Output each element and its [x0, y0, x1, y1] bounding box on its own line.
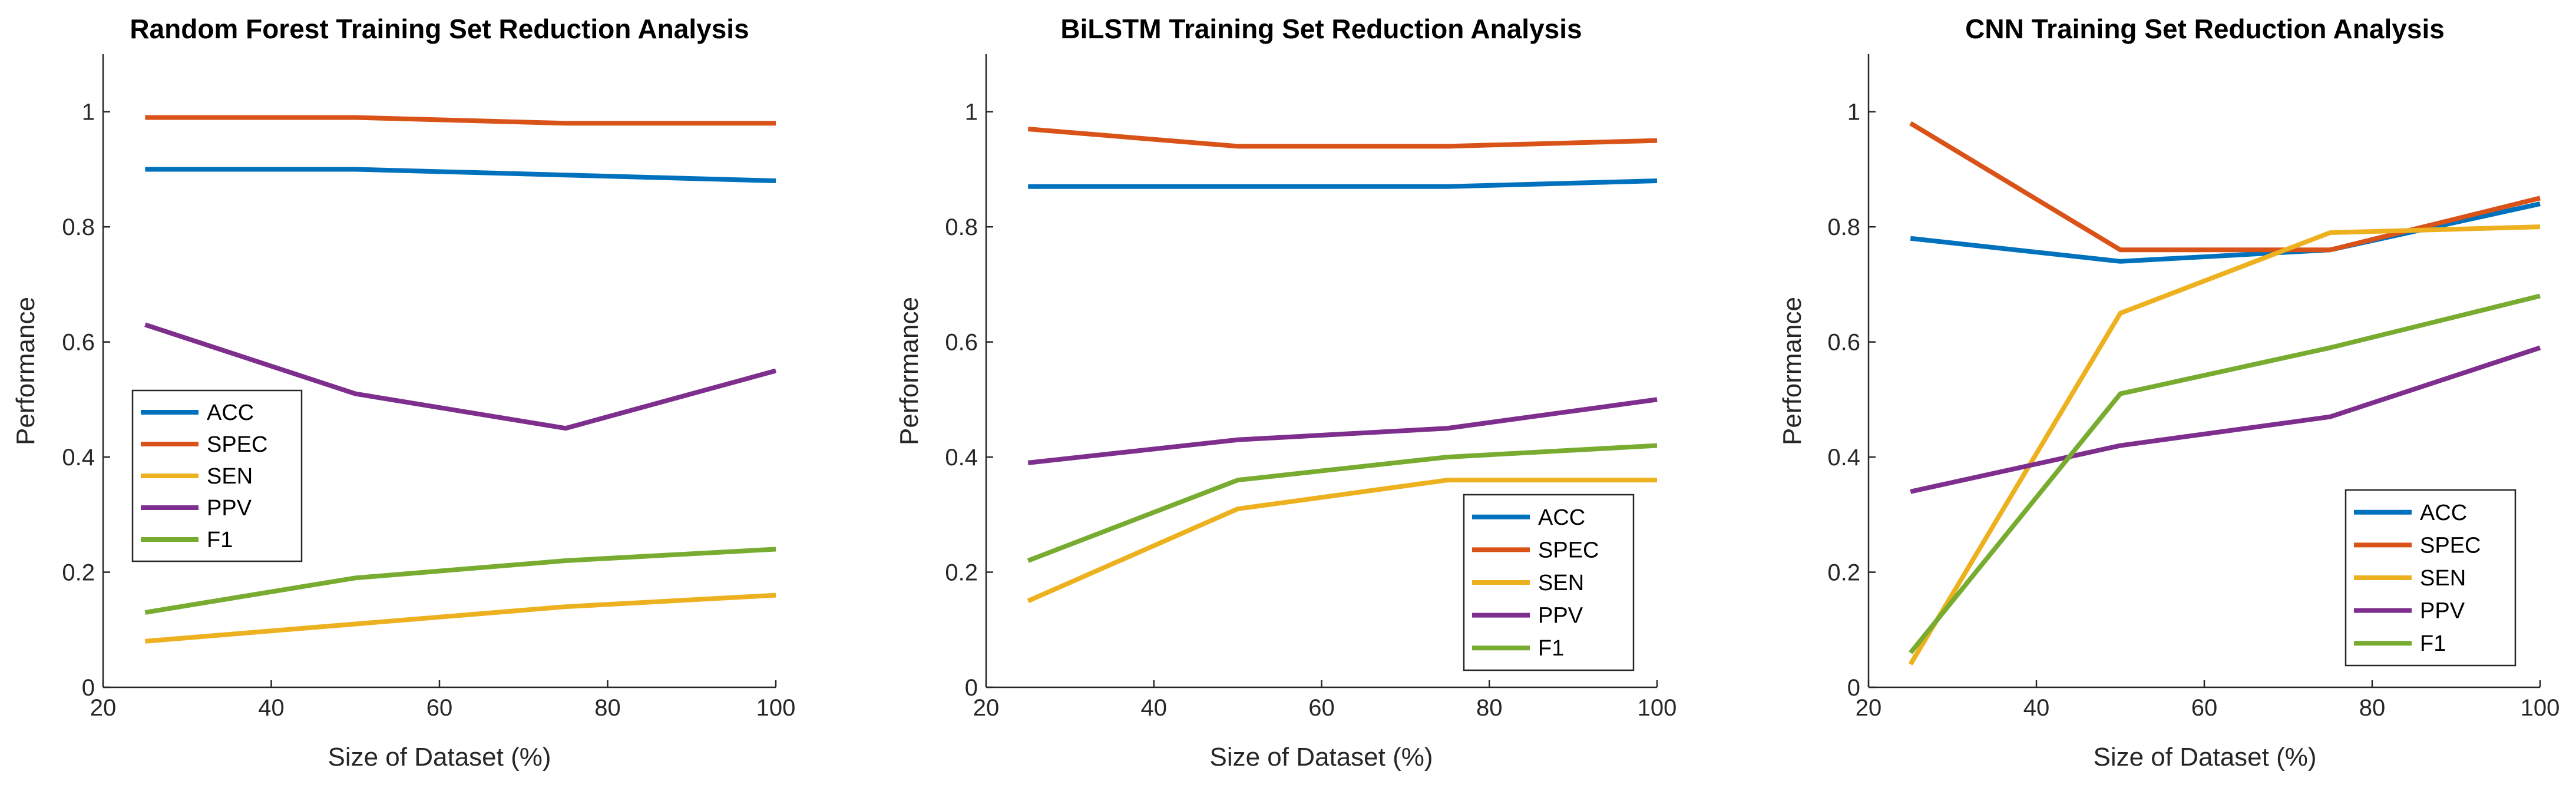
legend-label-ppv: PPV	[1538, 604, 1583, 628]
series-line-spec	[1027, 127, 1658, 149]
y-tick-label: 0.4	[1827, 445, 1860, 471]
legend-label-sen: SEN	[2420, 566, 2466, 591]
y-tick-label: 1	[82, 100, 95, 125]
y-tick-label: 1	[965, 100, 978, 125]
series-line-f1	[1027, 443, 1658, 563]
y-tick-label: 0.2	[1827, 560, 1860, 586]
legend: ACC SPEC SEN PPV F1	[1463, 494, 1635, 671]
legend-box	[131, 389, 303, 562]
y-tick-label: 0.6	[1827, 330, 1860, 356]
x-tick-label: 20	[1856, 695, 1882, 721]
series-line-sen	[1908, 224, 2541, 666]
y-tick-label: 0.2	[945, 560, 978, 586]
y-tick-label: 0.8	[1827, 214, 1860, 240]
chart-title: CNN Training Set Reduction Analysis	[1965, 14, 2445, 44]
series-line-ppv	[1027, 397, 1658, 465]
legend-label-spec: SPEC	[1538, 538, 1599, 562]
y-tick-label: 0.6	[62, 330, 95, 356]
chart-title: Random Forest Training Set Reduction Ana…	[130, 14, 749, 44]
panel-random-forest: Random Forest Training Set Reduction Ana…	[11, 14, 795, 772]
y-tick-label: 0.4	[945, 445, 978, 471]
legend-label-acc: ACC	[207, 400, 254, 425]
x-axis-label: Size of Dataset (%)	[328, 743, 551, 772]
x-tick-label: 60	[2191, 695, 2218, 721]
x-tick-label: 60	[1308, 695, 1335, 721]
x-tick-label: 100	[1638, 695, 1677, 721]
legend-label-ppv: PPV	[2420, 599, 2465, 624]
series-line-spec	[1909, 121, 2541, 253]
series-line-sen	[145, 592, 776, 644]
x-tick-label: 80	[1476, 695, 1503, 721]
legend: ACC SPEC SEN PPV F1	[131, 389, 303, 562]
legend-label-spec: SPEC	[207, 432, 267, 457]
legend-label-f1: F1	[1538, 636, 1564, 661]
chart-title: BiLSTM Training Set Reduction Analysis	[1060, 14, 1582, 44]
legend-label-ppv: PPV	[207, 496, 252, 521]
x-tick-label: 80	[2359, 695, 2386, 721]
y-tick-label: 0.6	[945, 330, 978, 356]
y-axis-label: Performance	[895, 297, 924, 445]
panel-bilstm: BiLSTM Training Set Reduction Analysis S…	[895, 14, 1676, 772]
legend-label-f1: F1	[2420, 631, 2446, 656]
legend-label-acc: ACC	[1538, 505, 1585, 530]
y-tick-label: 0.8	[62, 214, 95, 240]
x-tick-label: 40	[2023, 695, 2050, 721]
x-axis-label: Size of Dataset (%)	[1209, 743, 1433, 772]
y-tick-label: 0	[82, 675, 95, 701]
series-line-acc	[145, 167, 776, 183]
legend-label-acc: ACC	[2420, 501, 2467, 525]
series-line-spec	[145, 115, 776, 126]
x-tick-label: 20	[973, 695, 1000, 721]
legend-label-sen: SEN	[1538, 571, 1584, 595]
series-line-f1	[1909, 293, 2541, 654]
series-line-f1	[144, 547, 776, 615]
x-tick-label: 60	[426, 695, 453, 721]
series-line-ppv	[144, 322, 777, 431]
panel-cnn: CNN Training Set Reduction Analysis Size…	[1778, 14, 2560, 772]
x-tick-label: 40	[258, 695, 285, 721]
x-tick-label: 100	[756, 695, 796, 721]
x-tick-label: 20	[90, 695, 117, 721]
series-line-sen	[1027, 478, 1657, 604]
y-tick-label: 1	[1847, 100, 1860, 125]
x-tick-label: 100	[2521, 695, 2560, 721]
y-axis-label: Performance	[1778, 297, 1807, 445]
legend-label-f1: F1	[207, 528, 233, 552]
legend-label-spec: SPEC	[2420, 533, 2481, 558]
series-line-acc	[1910, 201, 2541, 264]
series-line-ppv	[1910, 345, 2541, 494]
y-tick-label: 0.8	[945, 214, 978, 240]
legend-label-sen: SEN	[207, 464, 253, 489]
y-tick-label: 0.4	[62, 445, 95, 471]
y-tick-label: 0.2	[62, 560, 95, 586]
x-axis-label: Size of Dataset (%)	[2093, 743, 2316, 772]
x-tick-label: 40	[1141, 695, 1168, 721]
series-line-acc	[1028, 178, 1658, 189]
y-axis-label: Performance	[11, 297, 40, 445]
x-tick-label: 80	[594, 695, 621, 721]
y-tick-label: 0	[965, 675, 978, 701]
y-tick-label: 0	[1847, 675, 1860, 701]
legend: ACC SPEC SEN PPV F1	[2344, 489, 2517, 667]
